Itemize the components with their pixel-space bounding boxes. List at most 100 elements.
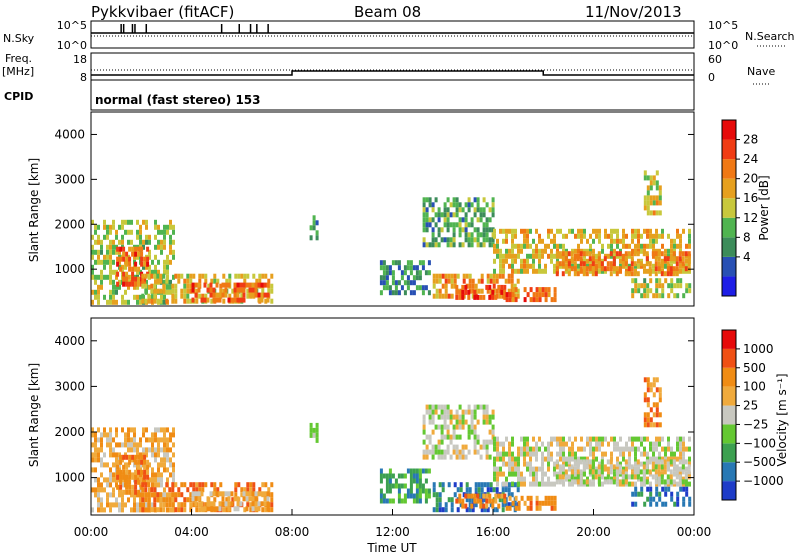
heatmap-cell: [634, 501, 638, 507]
heatmap-cell: [151, 447, 154, 453]
heatmap-cell: [142, 244, 145, 250]
heatmap-cell: [109, 224, 112, 230]
heatmap-cell: [385, 483, 389, 489]
heatmap-cell: [514, 258, 517, 264]
heatmap-cell: [162, 273, 166, 279]
heatmap-cell: [637, 263, 640, 269]
heatmap-cell: [496, 243, 499, 249]
heatmap-cell: [643, 377, 647, 383]
heatmap-cell: [204, 482, 208, 488]
heatmap-cell: [215, 282, 219, 288]
heatmap-cell: [652, 377, 656, 383]
time-axis-label: Time UT: [366, 541, 417, 554]
heatmap-cell: [538, 297, 542, 303]
heatmap-cell: [562, 471, 565, 477]
heatmap-cell: [643, 392, 647, 398]
heatmap-cell: [598, 441, 601, 447]
heatmap-cell: [667, 456, 670, 462]
heatmap-cell: [160, 239, 163, 245]
heatmap-cell: [676, 441, 679, 447]
heatmap-cell: [582, 479, 586, 485]
heatmap-cell: [574, 451, 577, 457]
heatmap-cell: [505, 451, 508, 457]
heatmap-cell: [165, 482, 169, 488]
heatmap-cell: [627, 251, 631, 257]
heatmap-cell: [555, 251, 559, 257]
heatmap-cell: [136, 472, 139, 478]
heatmap-cell: [511, 258, 514, 264]
heatmap-cell: [140, 261, 144, 267]
heatmap-cell: [254, 292, 258, 298]
heatmap-cell: [148, 284, 151, 290]
heatmap-cell: [491, 212, 495, 218]
heatmap-cell: [550, 495, 554, 501]
heatmap-cell: [201, 482, 205, 488]
heatmap-cell: [616, 228, 619, 234]
heatmap-cell: [640, 451, 643, 457]
heatmap-cell: [661, 228, 664, 234]
heatmap-cell: [443, 202, 447, 208]
heatmap-cell: [425, 212, 429, 218]
nave-tick-top: 60: [708, 53, 722, 66]
heatmap-cell: [154, 264, 157, 270]
heatmap-cell: [517, 253, 520, 259]
heatmap-cell: [529, 297, 533, 303]
heatmap-cell: [186, 298, 190, 304]
heatmap-cell: [136, 234, 139, 240]
heatmap-cell: [586, 456, 589, 462]
heatmap-cell: [434, 222, 438, 228]
heatmap-cell: [678, 459, 682, 465]
heatmap-cell: [134, 489, 138, 495]
heatmap-cell: [666, 479, 670, 485]
heatmap-cell: [517, 461, 520, 467]
heatmap-cell: [312, 220, 316, 226]
heatmap-cell: [125, 276, 129, 282]
heatmap-cell: [450, 497, 454, 503]
heatmap-cell: [601, 481, 604, 487]
heatmap-cell: [606, 479, 610, 485]
heatmap-cell: [541, 500, 545, 506]
heatmap-cell: [639, 469, 643, 475]
heatmap-cell: [616, 461, 619, 467]
heatmap-cell: [127, 442, 130, 448]
heatmap-cell: [240, 293, 244, 299]
heatmap-cell: [634, 486, 638, 492]
heatmap-cell: [434, 444, 438, 450]
heatmap-cell: [547, 233, 550, 239]
heatmap-cell: [526, 263, 529, 269]
heatmap-cell: [618, 479, 622, 485]
heatmap-cell: [452, 444, 456, 450]
heatmap-cell: [664, 263, 667, 269]
heatmap-cell: [496, 471, 499, 477]
heatmap-cell: [139, 472, 142, 478]
heatmap-cell: [112, 462, 115, 468]
heatmap-cell: [532, 248, 535, 254]
heatmap-cell: [252, 487, 256, 493]
heatmap-cell: [94, 249, 97, 255]
heatmap-cell: [435, 497, 439, 503]
heatmap-cell: [649, 481, 652, 487]
heatmap-cell: [143, 469, 147, 475]
heatmap-cell: [424, 285, 428, 291]
heatmap-cell: [655, 210, 659, 216]
heatmap-cell: [257, 292, 261, 298]
heatmap-cell: [507, 492, 511, 498]
heatmap-cell: [658, 491, 662, 497]
heatmap-cell: [640, 436, 643, 442]
heatmap-cell: [418, 270, 422, 276]
heatmap-cell: [643, 501, 647, 507]
heatmap-cell: [597, 261, 601, 267]
heatmap-cell: [258, 273, 262, 279]
heatmap-cell: [171, 283, 175, 289]
heatmap-cell: [486, 278, 490, 284]
heatmap-cell: [631, 491, 635, 497]
heatmap-cell: [488, 227, 492, 233]
heatmap-cell: [673, 451, 676, 457]
heatmap-cell: [248, 292, 252, 298]
heatmap-cell: [115, 249, 118, 255]
heatmap-cell: [263, 491, 267, 497]
heatmap-cell: [112, 294, 115, 300]
heatmap-cell: [595, 436, 598, 442]
heatmap-cell: [508, 446, 511, 452]
heatmap-cell: [267, 487, 271, 493]
